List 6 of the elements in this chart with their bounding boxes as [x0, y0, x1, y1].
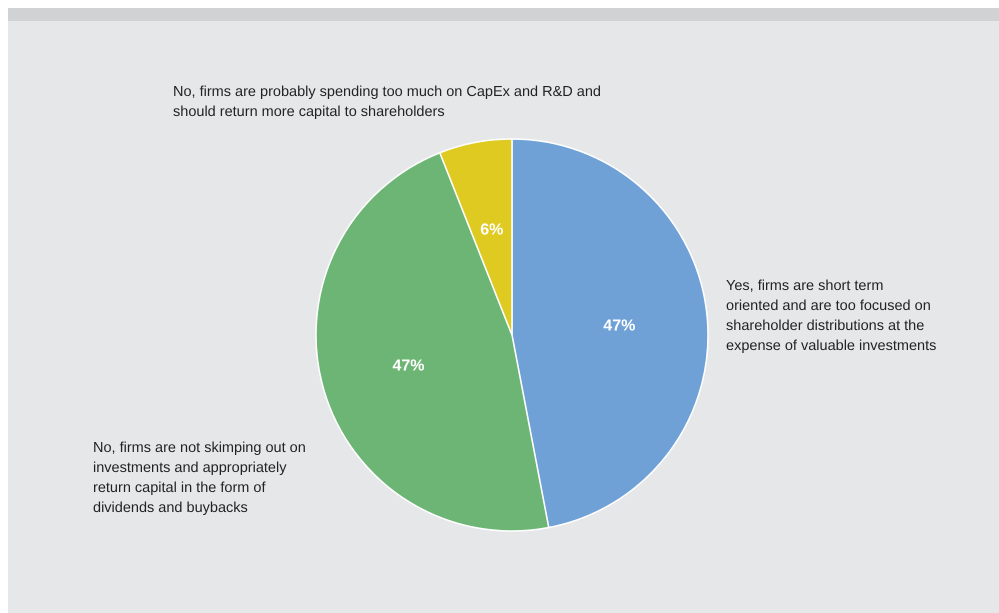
slice-label: Yes, firms are short term oriented and are too focused on shareholder distributions at the expense of valuable investments — [726, 278, 936, 354]
data-label: 6% — [480, 222, 504, 239]
slice-label: No, firms are not skimping out on investments and appropriately return capital in the form of dividends and buybacks — [93, 440, 306, 516]
slice-label: No, firms are probably spending too much on CapEx and R&D and should return more capital to shareholders — [173, 84, 601, 120]
data-label: 47% — [603, 317, 636, 334]
data-label: 47% — [392, 358, 424, 375]
